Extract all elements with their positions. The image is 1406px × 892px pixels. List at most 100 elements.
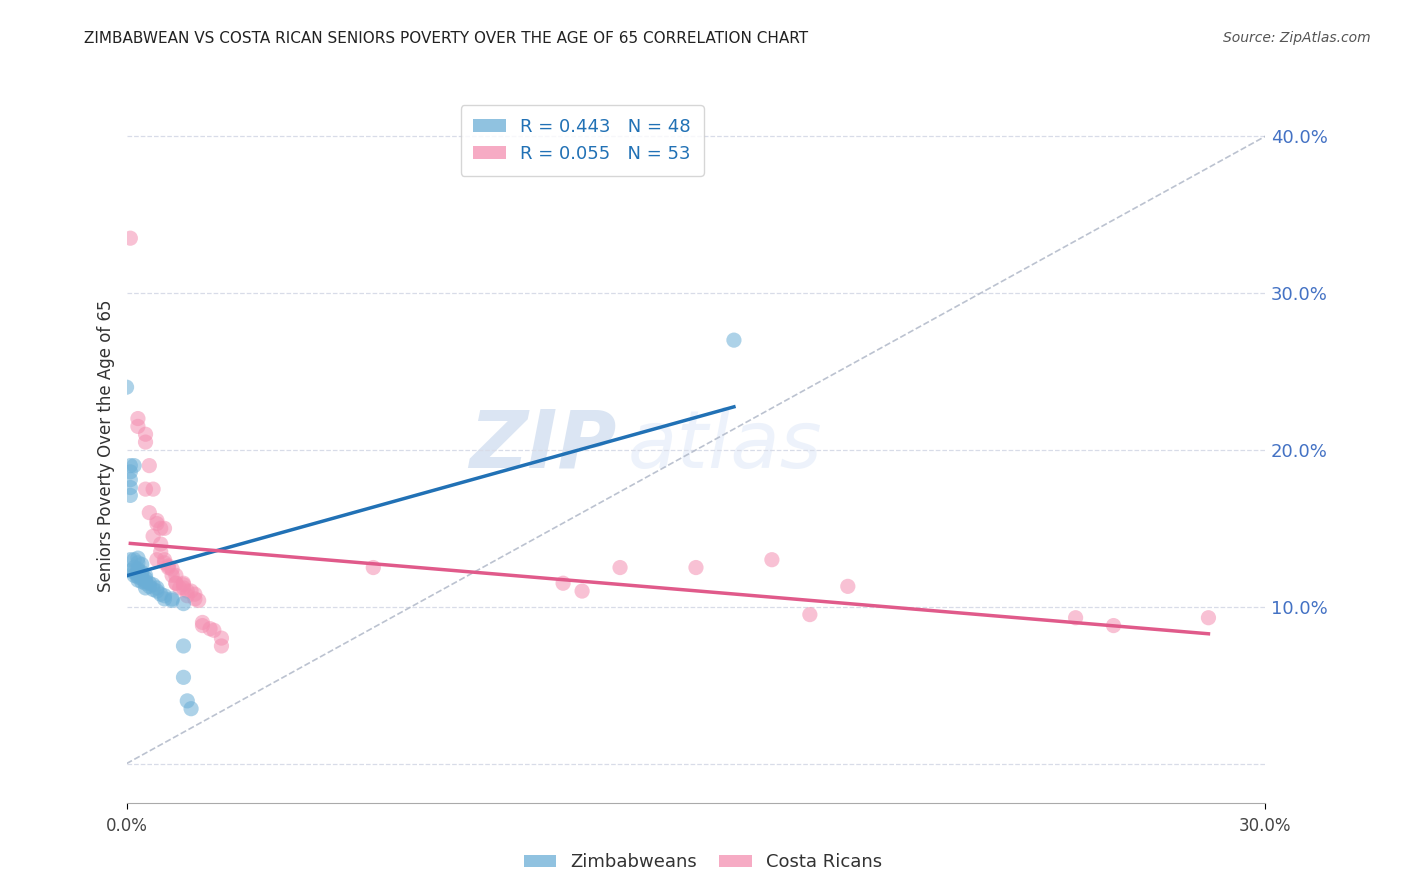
Point: [127, 570, 149, 584]
Point: [138, 458, 160, 473]
Point: [723, 333, 745, 347]
Point: [138, 579, 160, 593]
Text: atlas: atlas: [627, 407, 823, 485]
Point: [131, 566, 153, 580]
Point: [122, 568, 145, 582]
Point: [131, 558, 153, 572]
Text: Source: ZipAtlas.com: Source: ZipAtlas.com: [1223, 31, 1371, 45]
Text: ZIMBABWEAN VS COSTA RICAN SENIORS POVERTY OVER THE AGE OF 65 CORRELATION CHART: ZIMBABWEAN VS COSTA RICAN SENIORS POVERT…: [84, 31, 808, 46]
Point: [609, 560, 631, 574]
Point: [146, 514, 169, 528]
Point: [211, 631, 233, 645]
Point: [160, 591, 183, 606]
Point: [153, 556, 176, 570]
Point: [127, 411, 149, 425]
Point: [122, 560, 145, 574]
Point: [153, 521, 176, 535]
Point: [165, 576, 187, 591]
Point: [153, 552, 176, 566]
Point: [837, 579, 859, 593]
Point: [135, 568, 156, 582]
Point: [149, 537, 172, 551]
Point: [135, 572, 156, 586]
Point: [165, 568, 187, 582]
Point: [165, 576, 187, 591]
Point: [146, 581, 169, 595]
Legend: R = 0.443   N = 48, R = 0.055   N = 53: R = 0.443 N = 48, R = 0.055 N = 53: [461, 105, 703, 176]
Point: [184, 587, 207, 601]
Point: [122, 566, 145, 580]
Point: [131, 574, 153, 589]
Point: [120, 465, 142, 479]
Point: [211, 639, 233, 653]
Point: [176, 584, 198, 599]
Point: [157, 560, 180, 574]
Point: [1198, 611, 1220, 625]
Point: [172, 581, 194, 595]
Point: [191, 618, 214, 632]
Point: [198, 622, 221, 636]
Point: [120, 231, 142, 245]
Point: [142, 482, 165, 496]
Point: [761, 552, 783, 566]
Point: [172, 670, 194, 684]
Point: [135, 482, 156, 496]
Point: [131, 572, 153, 586]
Point: [122, 458, 145, 473]
Point: [120, 488, 142, 502]
Point: [176, 589, 198, 603]
Point: [127, 573, 149, 587]
Point: [149, 521, 172, 535]
Point: [1102, 618, 1125, 632]
Point: [202, 624, 225, 638]
Point: [142, 578, 165, 592]
Point: [120, 481, 142, 495]
Point: [160, 568, 183, 582]
Point: [172, 576, 194, 591]
Point: [172, 578, 194, 592]
Point: [120, 564, 142, 578]
Point: [153, 591, 176, 606]
Point: [363, 560, 385, 574]
Point: [127, 551, 149, 566]
Point: [120, 458, 142, 473]
Point: [1064, 611, 1087, 625]
Point: [169, 581, 191, 595]
Point: [115, 380, 138, 394]
Point: [191, 615, 214, 630]
Y-axis label: Seniors Poverty Over the Age of 65: Seniors Poverty Over the Age of 65: [97, 300, 115, 592]
Point: [127, 419, 149, 434]
Point: [553, 576, 575, 591]
Point: [135, 427, 156, 442]
Point: [138, 576, 160, 591]
Point: [120, 552, 142, 566]
Point: [127, 556, 149, 570]
Point: [142, 582, 165, 597]
Point: [135, 574, 156, 589]
Point: [571, 584, 593, 599]
Point: [138, 506, 160, 520]
Point: [120, 473, 142, 487]
Point: [799, 607, 821, 622]
Point: [184, 591, 207, 606]
Point: [127, 562, 149, 576]
Text: ZIP: ZIP: [468, 407, 616, 485]
Point: [122, 552, 145, 566]
Point: [172, 597, 194, 611]
Point: [146, 552, 169, 566]
Point: [160, 593, 183, 607]
Point: [127, 564, 149, 578]
Point: [149, 587, 172, 601]
Point: [149, 545, 172, 559]
Point: [146, 584, 169, 599]
Point: [172, 639, 194, 653]
Point: [146, 516, 169, 531]
Point: [157, 559, 180, 574]
Point: [153, 589, 176, 603]
Point: [180, 702, 202, 716]
Point: [127, 568, 149, 582]
Point: [142, 529, 165, 543]
Point: [127, 566, 149, 581]
Point: [180, 584, 202, 599]
Point: [135, 581, 156, 595]
